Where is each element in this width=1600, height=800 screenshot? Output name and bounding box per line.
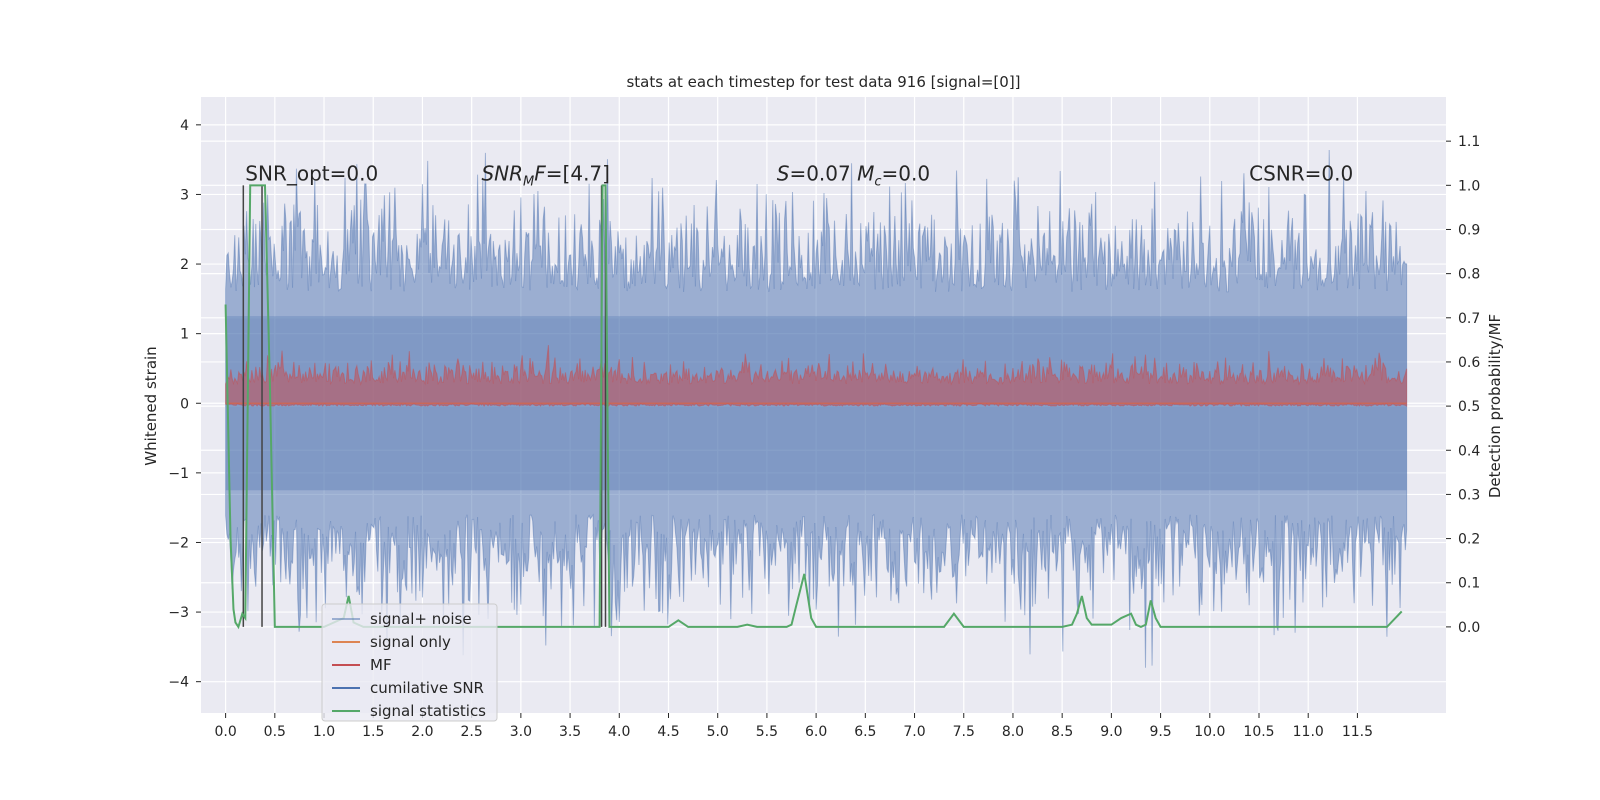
y2-tick-label: 0.6 — [1458, 355, 1480, 371]
annotation-part: =0.0 — [882, 162, 931, 186]
y-tick-label: −3 — [168, 605, 189, 621]
x-tick-label: 6.5 — [854, 724, 876, 740]
y-tick-label: −1 — [168, 466, 189, 482]
x-tick-label: 3.5 — [559, 724, 581, 740]
annotation: CSNR=0.0 — [1249, 162, 1353, 186]
legend-label: MF — [370, 656, 392, 674]
x-tick-label: 9.0 — [1100, 724, 1122, 740]
x-tick-label: 0.0 — [214, 724, 236, 740]
chart-title: stats at each timestep for test data 916… — [626, 73, 1020, 91]
x-tick-label: 8.5 — [1051, 724, 1073, 740]
y-tick-label: 0 — [180, 396, 189, 412]
y-tick-label: 3 — [180, 187, 189, 203]
y2-tick-label: 0.1 — [1458, 576, 1480, 592]
y2-tick-label: 0.9 — [1458, 222, 1480, 238]
x-tick-label: 10.0 — [1194, 724, 1225, 740]
annotation: SNR_opt=0.0 — [245, 162, 378, 186]
y2-tick-label: 0.4 — [1458, 443, 1480, 459]
x-tick-label: 4.5 — [657, 724, 679, 740]
y-axis-label: Whitened strain — [142, 346, 160, 465]
annotation-part: =[4.7] — [546, 162, 610, 186]
series-signal-noise — [225, 150, 1408, 668]
x-tick-label: 11.0 — [1293, 724, 1324, 740]
annotation-part: =0.07 — [789, 162, 857, 186]
y-tick-label: −2 — [168, 535, 189, 551]
annotation-part: SNR — [481, 162, 523, 186]
legend-label: signal+ noise — [370, 610, 472, 628]
x-tick-label: 2.0 — [411, 724, 433, 740]
x-tick-label: 1.5 — [362, 724, 384, 740]
legend: signal+ noise signal only MF cumilative SNR… — [321, 603, 498, 722]
x-tick-label: 7.5 — [953, 724, 975, 740]
legend-box — [321, 603, 498, 722]
x-tick-label: 9.5 — [1149, 724, 1171, 740]
x-tick-label: 3.0 — [510, 724, 532, 740]
y2-tick-label: 1.0 — [1458, 178, 1480, 194]
x-tick-label: 6.0 — [805, 724, 827, 740]
x-tick-label: 8.0 — [1002, 724, 1024, 740]
annotation-part: M — [857, 162, 874, 186]
y2-tick-label: 0.8 — [1458, 267, 1480, 283]
annotation-part: c — [874, 175, 881, 190]
annotation-part: F — [534, 162, 546, 186]
annotation-part: S — [777, 162, 790, 186]
annotation: S=0.07 Mc=0.0 — [777, 162, 930, 190]
x-tick-label: 7.0 — [903, 724, 925, 740]
x-tick-label: 5.0 — [707, 724, 729, 740]
annotation: SNRMF=[4.7] — [481, 162, 609, 190]
y-tick-label: 1 — [180, 327, 189, 343]
y2-tick-label: 0.2 — [1458, 532, 1480, 548]
y-tick-label: 4 — [180, 118, 189, 134]
x-tick-label: 5.5 — [756, 724, 778, 740]
x-tick-label: 10.5 — [1243, 724, 1274, 740]
series-signal-statistics — [224, 184, 1403, 630]
x-tick-label: 4.0 — [608, 724, 630, 740]
legend-label: signal only — [370, 633, 451, 651]
x-tick-label: 0.5 — [264, 724, 286, 740]
y2-tick-label: 0.5 — [1458, 399, 1480, 415]
x-tick-label: 11.5 — [1342, 724, 1373, 740]
annotation-part: M — [523, 175, 534, 190]
x-tick-label: 1.0 — [313, 724, 335, 740]
y2-tick-label: 0.0 — [1458, 620, 1480, 636]
y-tick-label: 2 — [180, 257, 189, 273]
y2-tick-label: 1.1 — [1458, 134, 1480, 150]
series-mf — [225, 345, 1408, 408]
x-tick-label: 2.5 — [461, 724, 483, 740]
legend-label: signal statistics — [370, 702, 486, 720]
y-tick-label: −4 — [168, 675, 189, 691]
legend-label: cumilative SNR — [370, 679, 484, 697]
y2-axis-label: Detection probability/MF — [1486, 314, 1504, 498]
y2-tick-label: 0.7 — [1458, 311, 1480, 327]
y2-tick-label: 0.3 — [1458, 487, 1480, 503]
